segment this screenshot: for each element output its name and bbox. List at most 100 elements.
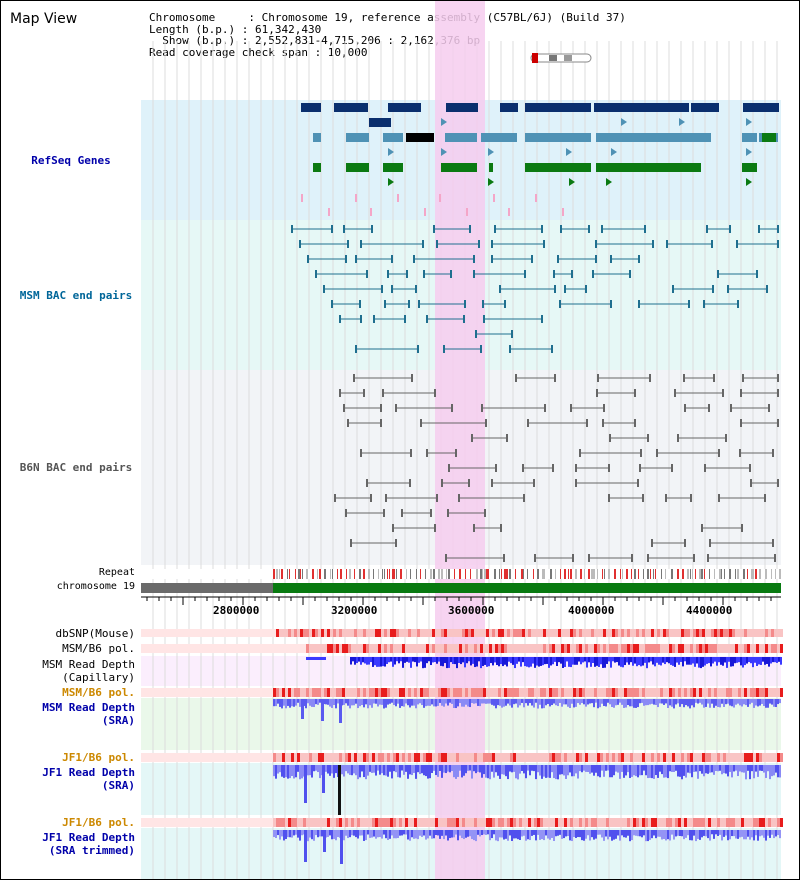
depth-bar	[413, 830, 415, 839]
b6n-bac-end	[458, 494, 460, 502]
pol-cell	[462, 753, 465, 762]
depth-bar	[279, 699, 281, 707]
depth-bar	[625, 765, 627, 776]
depth-bar	[647, 699, 649, 706]
depth-bar	[415, 830, 417, 839]
pol-cell	[765, 629, 768, 637]
pol-cell	[489, 688, 492, 697]
depth-bar	[699, 699, 701, 703]
depth-bar	[291, 830, 293, 838]
pol-cell	[339, 818, 342, 827]
pol-cell	[312, 753, 315, 762]
gene-arrow	[488, 148, 494, 156]
depth-bar	[565, 699, 567, 705]
depth-bar	[691, 699, 693, 706]
msm-bac-label: MSM BAC end pairs	[19, 289, 133, 302]
depth-bar	[275, 830, 277, 839]
depth-bar	[471, 699, 473, 704]
msm-bac-end	[531, 255, 533, 263]
pol-cell	[699, 818, 702, 827]
pol-cell	[291, 688, 294, 697]
depth-bar	[505, 765, 507, 777]
depth-bar	[505, 830, 507, 839]
gene-feature	[525, 103, 591, 112]
pol-cell	[351, 629, 354, 637]
repeat-element	[340, 569, 342, 579]
pol-cell	[717, 629, 720, 637]
pol-cell	[390, 818, 393, 827]
pol-cell	[564, 753, 567, 762]
depth-bar	[527, 830, 529, 840]
depth-bar	[739, 699, 741, 706]
pol-cell	[423, 818, 426, 827]
b6n-bac-end	[448, 464, 450, 472]
repeat-element	[661, 569, 662, 579]
depth-bar	[399, 830, 401, 836]
depth-bar	[651, 765, 653, 779]
depth-bar	[778, 657, 780, 662]
repeat-element	[448, 569, 450, 579]
pol-cell	[705, 818, 708, 827]
b6n-bac-end	[395, 539, 397, 547]
depth-bar	[416, 657, 418, 667]
depth-bar	[383, 699, 385, 709]
pol-cell	[579, 688, 582, 697]
depth-bar	[453, 830, 455, 838]
depth-bar	[471, 830, 473, 840]
depth-bar	[439, 699, 441, 703]
depth-bar	[593, 830, 595, 840]
depth-bar	[515, 765, 517, 779]
repeat-element	[521, 569, 523, 579]
pol-cell	[423, 688, 426, 697]
depth-bar	[464, 657, 466, 668]
b6n-bac-end	[401, 509, 403, 517]
pol-cell	[714, 644, 717, 653]
depth-bar	[426, 657, 428, 664]
pol-cell	[309, 753, 312, 762]
gene-tick	[439, 194, 441, 202]
pol-cell	[402, 818, 405, 827]
pol-cell	[624, 629, 627, 637]
depth-bar	[329, 765, 331, 776]
refseq-genes-label: RefSeq Genes	[31, 154, 111, 167]
depth-bar	[665, 699, 667, 704]
pol-cell	[672, 644, 675, 653]
pol-cell	[750, 818, 753, 827]
depth-bar	[611, 765, 613, 778]
depth-bar	[520, 657, 522, 667]
b6n-bac-end	[586, 419, 588, 427]
repeat-element	[279, 569, 280, 579]
depth-bar	[774, 657, 776, 663]
pol-cell	[615, 818, 618, 827]
depth-bar	[619, 765, 621, 779]
pol-cell	[705, 688, 708, 697]
pol-cell	[492, 818, 495, 827]
depth-bar	[703, 830, 705, 836]
b6n-bac-end	[772, 539, 774, 547]
depth-bar	[291, 765, 293, 777]
pol-cell	[276, 629, 279, 637]
pol-cell	[555, 753, 558, 762]
pol-cell	[519, 753, 522, 762]
pol-cell	[375, 818, 378, 827]
depth-bar	[749, 830, 751, 840]
pol-cell	[543, 629, 546, 637]
depth-bar	[563, 765, 565, 776]
pol-cell	[753, 688, 756, 697]
depth-bar	[767, 699, 769, 708]
pol-cell	[711, 629, 714, 637]
pol-cell	[564, 629, 567, 637]
depth-bar	[681, 699, 683, 705]
gene-tick	[328, 208, 330, 216]
info-length: Length (b.p.) : 61,342,430	[149, 22, 322, 36]
depth-bar	[395, 699, 397, 707]
depth-bar	[647, 830, 649, 842]
pol-cell	[534, 644, 537, 653]
pol-cell	[732, 818, 735, 827]
pol-cell	[708, 753, 711, 762]
msm-b6-pol-sra-label: MSM/B6 pol.	[62, 686, 135, 699]
depth-bar	[670, 657, 672, 665]
pol-cell	[579, 629, 582, 637]
pol-cell	[780, 688, 783, 697]
